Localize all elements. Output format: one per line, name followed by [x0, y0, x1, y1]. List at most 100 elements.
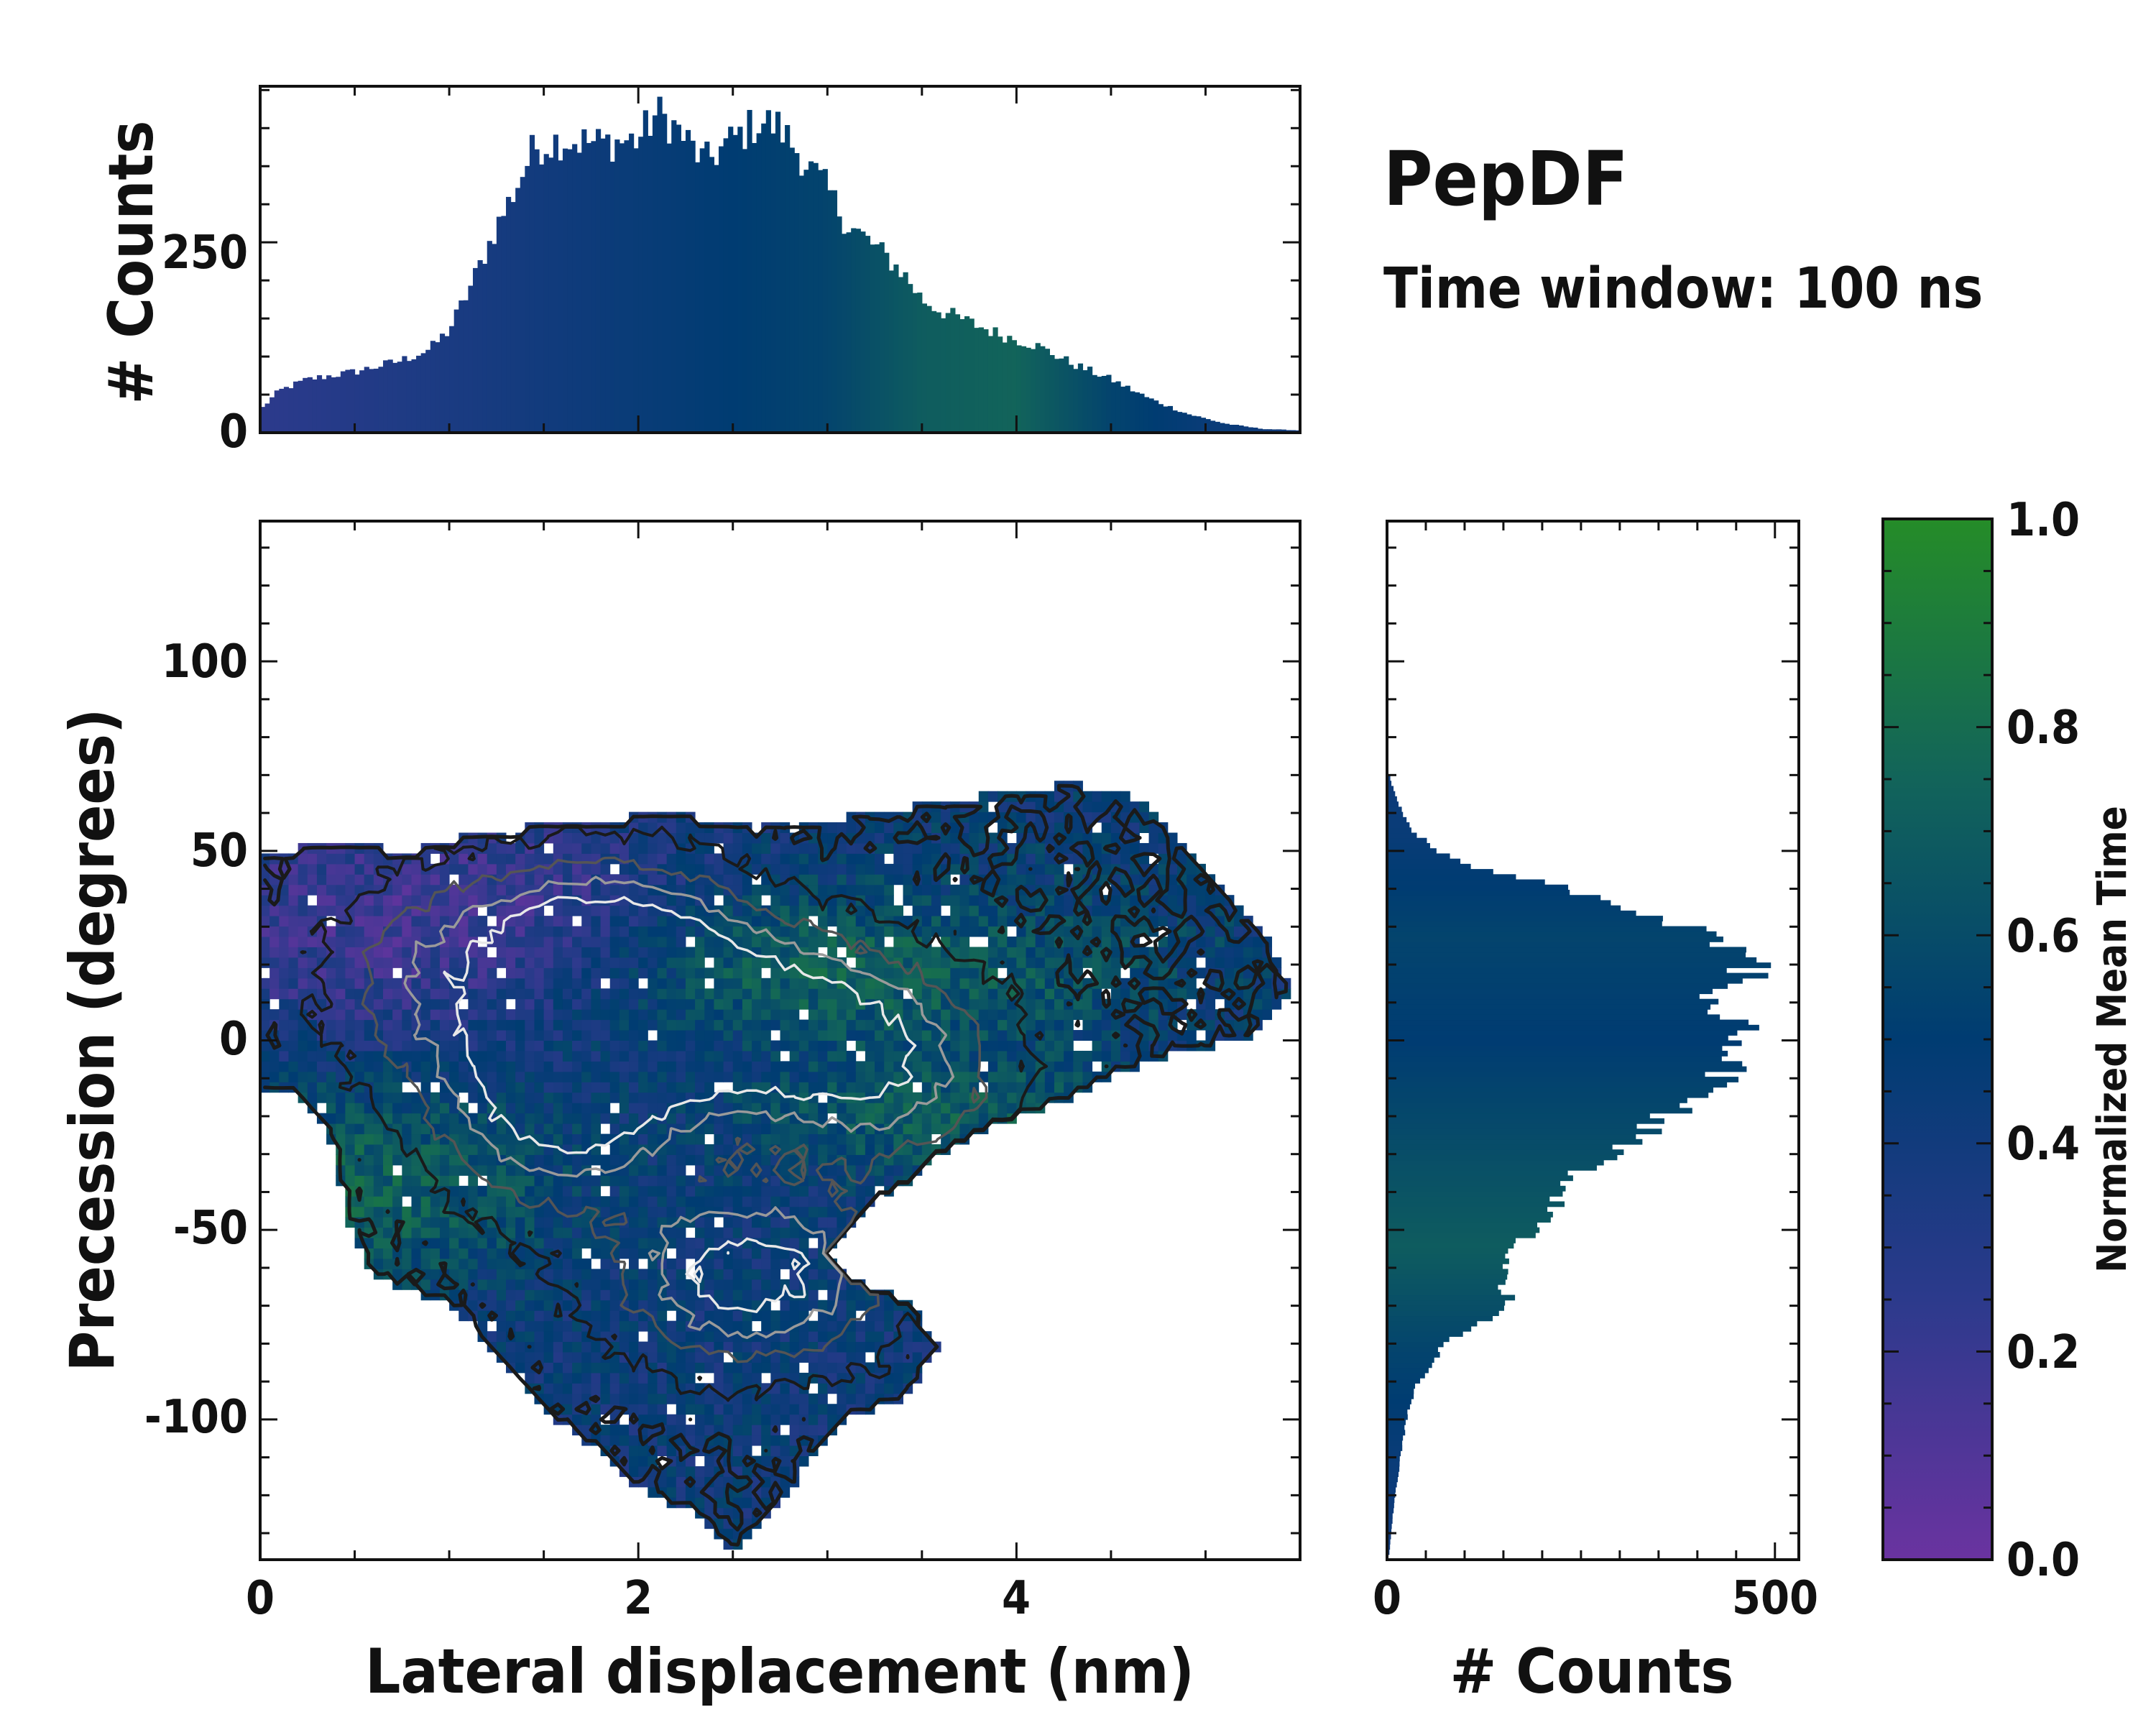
heatmap-cell	[562, 1362, 573, 1374]
heatmap-cell	[827, 1414, 837, 1425]
right-hist-bar	[1387, 837, 1427, 844]
heatmap-cell	[921, 1341, 932, 1353]
heatmap-cell	[449, 937, 459, 947]
heatmap-cell	[666, 978, 677, 989]
heatmap-cell	[827, 1404, 837, 1415]
heatmap-cell	[950, 905, 960, 916]
heatmap-cell	[875, 926, 885, 937]
heatmap-cell	[761, 1486, 771, 1498]
top-hist-bar	[1220, 423, 1225, 433]
heatmap-cell	[439, 998, 450, 1010]
heatmap-cell	[629, 1217, 639, 1228]
heatmap-cell	[1035, 1019, 1046, 1031]
heatmap-cell	[364, 1185, 374, 1197]
heatmap-cell	[562, 1238, 573, 1248]
heatmap-cell	[562, 957, 573, 968]
heatmap-cell	[903, 1144, 913, 1155]
heatmap-cell	[827, 863, 837, 875]
heatmap-cell	[354, 1071, 365, 1082]
right-hist-bar	[1387, 1383, 1416, 1389]
heatmap-cell	[648, 1279, 658, 1290]
heatmap-cell	[931, 916, 941, 927]
heatmap-cell	[496, 1050, 507, 1062]
top-hist-bar	[316, 375, 323, 433]
heatmap-cell	[345, 1103, 356, 1114]
heatmap-cell	[998, 884, 1008, 896]
heatmap-cell	[714, 1185, 724, 1197]
heatmap-cell	[468, 1269, 479, 1280]
heatmap-cell	[666, 1030, 677, 1041]
heatmap-cell	[789, 1061, 800, 1072]
heatmap-cell	[411, 926, 422, 937]
heatmap-cell	[515, 1362, 525, 1374]
top-hist-bar	[775, 111, 781, 433]
right-hist-bar	[1387, 1440, 1403, 1446]
heatmap-cell	[383, 967, 393, 979]
heatmap-cell	[525, 1331, 535, 1343]
heatmap-cell	[1044, 1040, 1055, 1052]
heatmap-cell	[534, 1154, 545, 1166]
heatmap-cell	[638, 1144, 648, 1155]
right-histogram-panel: 0 500 # Counts	[1373, 520, 1818, 1708]
right-hist-bar	[1387, 1050, 1728, 1057]
heatmap-cell	[525, 947, 535, 958]
heatmap-cell	[818, 988, 828, 1000]
heatmap-cell	[780, 1123, 791, 1135]
heatmap-cell	[893, 1050, 903, 1062]
heatmap-cell	[921, 957, 932, 968]
heatmap-cell	[279, 978, 289, 989]
heatmap-cell	[525, 853, 535, 865]
heatmap-cell	[1101, 967, 1112, 979]
heatmap-cell	[619, 1383, 630, 1394]
right-hist-bar	[1387, 1430, 1406, 1436]
heatmap-cell	[534, 1175, 545, 1187]
top-hist-bar	[992, 327, 998, 433]
heatmap-cell	[732, 1196, 743, 1208]
heatmap-cell	[742, 1123, 752, 1135]
heatmap-cell	[298, 916, 308, 927]
heatmap-cell	[279, 957, 289, 968]
heatmap-cell	[818, 1050, 828, 1062]
heatmap-cell	[780, 1258, 791, 1269]
heatmap-cell	[780, 905, 791, 916]
heatmap-cell	[543, 1175, 554, 1187]
heatmap-cell	[459, 1279, 469, 1290]
heatmap-cell	[827, 1071, 837, 1082]
heatmap-cell	[506, 1310, 516, 1322]
heatmap-cell	[326, 863, 336, 875]
heatmap-cell	[1215, 957, 1225, 968]
heatmap-cell	[1110, 853, 1121, 865]
heatmap-cell	[411, 1206, 422, 1218]
heatmap-cell	[411, 1185, 422, 1197]
heatmap-cell	[704, 1238, 714, 1248]
heatmap-cell	[609, 1362, 620, 1374]
heatmap-cell	[638, 1320, 648, 1332]
heatmap-cell	[459, 1238, 469, 1248]
main-xtick-2: 2	[624, 1572, 653, 1625]
heatmap-cell	[732, 1435, 743, 1446]
heatmap-cell	[704, 853, 714, 865]
heatmap-cell	[761, 1019, 771, 1031]
heatmap-cell	[761, 1164, 771, 1176]
heatmap-cell	[704, 1393, 714, 1404]
heatmap-cell	[723, 957, 734, 968]
heatmap-cell	[780, 1445, 791, 1456]
heatmap-cell	[525, 1103, 535, 1114]
heatmap-cell	[1271, 998, 1282, 1010]
heatmap-cell	[723, 1279, 734, 1290]
heatmap-cell	[666, 1383, 677, 1394]
heatmap-cell	[742, 1341, 752, 1353]
right-hist-bar	[1387, 895, 1601, 901]
top-hist-bar	[397, 362, 402, 433]
heatmap-cell	[818, 957, 828, 968]
heatmap-cell	[629, 1133, 639, 1145]
heatmap-cell	[732, 1362, 743, 1374]
heatmap-cell	[629, 1092, 639, 1103]
heatmap-cell	[950, 988, 960, 1000]
heatmap-cell	[298, 957, 308, 968]
heatmap-cell	[638, 1269, 648, 1280]
heatmap-cell	[638, 1030, 648, 1041]
heatmap-cell	[487, 1206, 497, 1218]
heatmap-cell	[553, 1185, 563, 1197]
heatmap-cell	[732, 998, 743, 1010]
